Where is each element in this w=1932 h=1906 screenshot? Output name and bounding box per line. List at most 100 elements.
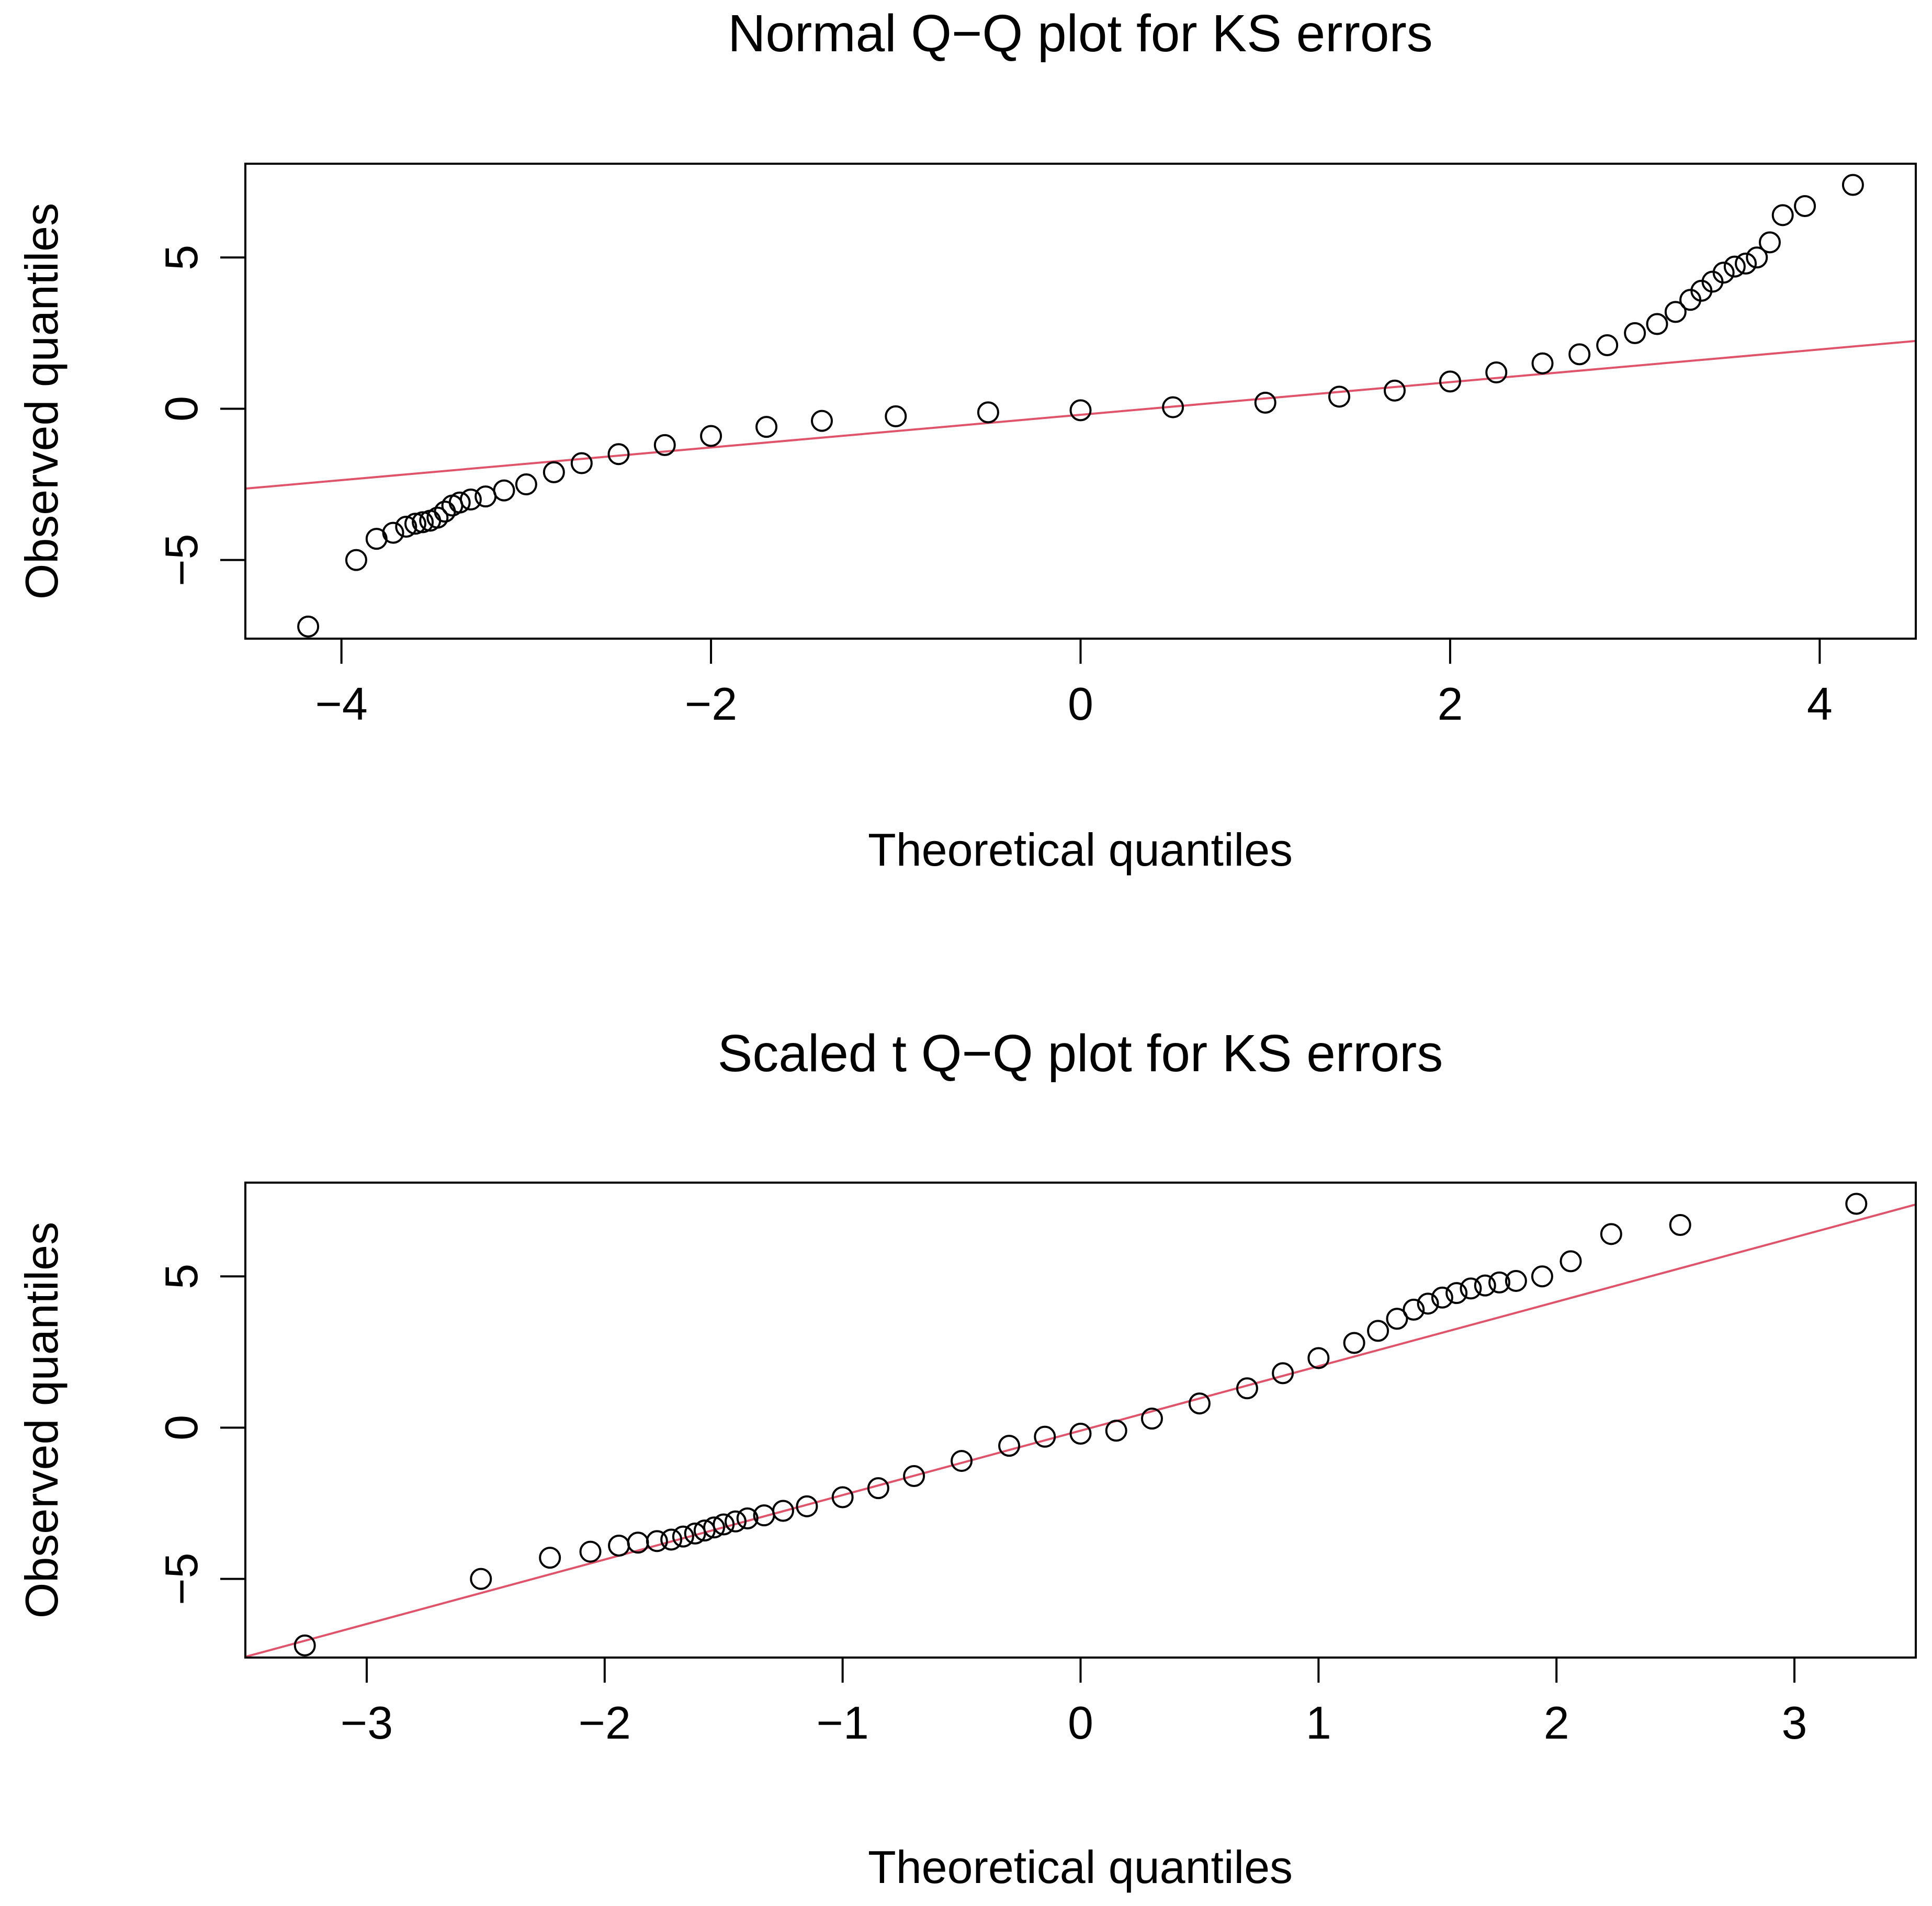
- normal-qq-point: [1531, 352, 1554, 375]
- scaled-t-qq-point: [713, 1513, 735, 1536]
- normal-qq-x-tick-label: 0: [1068, 678, 1093, 730]
- scaled-t-qq-point: [1531, 1265, 1553, 1288]
- scaled-t-qq-point: [646, 1530, 668, 1552]
- normal-qq-y-tick-label: 0: [155, 396, 207, 422]
- normal-qq-point: [1485, 361, 1508, 384]
- normal-qq-x-tick-label: 4: [1807, 678, 1833, 730]
- scaled-t-qq-x-axis: −3 −2 −1 0 1 2 3: [341, 1657, 1807, 1749]
- scaled-t-qq-point: [703, 1516, 726, 1539]
- scaled-t-qq-point: [1105, 1420, 1127, 1442]
- normal-qq-point: [1646, 313, 1668, 335]
- normal-qq-point: [459, 488, 482, 510]
- scaled-t-qq-point: [1417, 1292, 1439, 1315]
- normal-qq-point: [1383, 379, 1406, 402]
- scaled-t-qq-point: [293, 1634, 316, 1657]
- normal-qq-point: [570, 452, 593, 474]
- normal-qq-x-tick-label: −2: [685, 678, 737, 730]
- normal-qq-y-tick-label: 5: [155, 245, 207, 270]
- scaled-t-qq-point: [1431, 1286, 1453, 1309]
- scaled-t-qq-point: [724, 1510, 747, 1533]
- scaled-t-qq-y-axis-label: Observed quantiles: [16, 1222, 67, 1618]
- normal-qq-point: [448, 491, 471, 514]
- scaled-t-qq-x-tick-label: 1: [1306, 1697, 1331, 1749]
- normal-qq-point: [382, 521, 404, 544]
- scaled-t-qq-point: [660, 1528, 683, 1551]
- normal-qq-point: [1712, 262, 1735, 284]
- scaled-t-qq-point: [1445, 1282, 1468, 1304]
- scaled-t-qq-point: [831, 1486, 854, 1508]
- normal-qq-point: [1439, 370, 1461, 393]
- normal-qq-point: [1794, 195, 1816, 217]
- scaled-t-qq-reference-line: [245, 1203, 1916, 1658]
- scaled-t-qq-point: [579, 1540, 602, 1563]
- normal-qq-point: [412, 511, 434, 534]
- normal-qq-point: [395, 516, 417, 538]
- normal-qq-x-axis-label: Theoretical quantiles: [868, 824, 1293, 876]
- scaled-t-qq-point: [1474, 1274, 1496, 1297]
- scaled-t-qq-title: Scaled t Q−Q plot for KS errors: [718, 1024, 1443, 1083]
- scaled-t-qq-x-tick-label: −1: [816, 1697, 868, 1749]
- normal-qq-point: [1664, 301, 1687, 323]
- scaled-t-qq-point: [1140, 1408, 1163, 1430]
- normal-qq-point: [1568, 343, 1591, 366]
- normal-qq-reference-line: [245, 339, 1916, 490]
- normal-qq-point: [700, 425, 722, 447]
- normal-qq-y-axis: −5 0 5: [155, 245, 246, 586]
- scaled-t-qq-point: [1460, 1277, 1482, 1300]
- normal-qq-point: [755, 416, 778, 438]
- scaled-t-qq-point: [903, 1465, 925, 1487]
- scaled-t-qq-point: [470, 1568, 492, 1590]
- normal-qq-point: [1771, 204, 1794, 226]
- scaled-t-qq-point: [1272, 1362, 1294, 1385]
- scaled-t-qq-x-tick-label: 3: [1782, 1697, 1807, 1749]
- normal-qq-point: [811, 410, 833, 432]
- normal-qq-point: [426, 506, 449, 529]
- scaled-t-qq-point: [867, 1477, 889, 1500]
- scaled-t-qq-y-axis: −5 0 5: [155, 1264, 246, 1605]
- scaled-t-qq-point: [998, 1435, 1021, 1457]
- scaled-t-qq-x-tick-label: 2: [1544, 1697, 1569, 1749]
- scaled-t-qq-point: [1505, 1269, 1527, 1292]
- scaled-t-qq-point: [672, 1525, 694, 1548]
- scaled-t-qq-point: [1560, 1250, 1582, 1273]
- scaled-t-qq-x-tick-label: −2: [579, 1697, 631, 1749]
- scaled-t-qq-y-tick-label: 5: [155, 1264, 207, 1289]
- normal-qq-point: [1596, 334, 1619, 357]
- scaled-t-qq-point: [1845, 1193, 1868, 1215]
- normal-qq-x-axis: −4 −2 0 2 4: [315, 638, 1833, 730]
- scaled-t-qq-point: [1386, 1308, 1408, 1330]
- scaled-t-qq-point: [1403, 1298, 1425, 1321]
- scaled-t-qq-point: [736, 1507, 759, 1529]
- scaled-t-qq-point: [1600, 1223, 1622, 1245]
- scaled-t-qq-point: [772, 1500, 794, 1522]
- normal-qq-point: [345, 549, 367, 571]
- normal-qq-point: [404, 513, 426, 535]
- scaled-t-qq-point: [1069, 1423, 1092, 1445]
- normal-qq-point: [493, 479, 515, 502]
- scaled-t-qq-point: [1343, 1332, 1365, 1354]
- normal-qq-points: [297, 174, 1864, 638]
- normal-qq-point: [543, 461, 565, 483]
- scaled-t-qq-x-axis-label: Theoretical quantiles: [868, 1841, 1293, 1893]
- scaled-t-qq-x-tick-label: −3: [341, 1697, 393, 1749]
- scaled-t-qq-point: [1307, 1347, 1330, 1369]
- scaled-t-qq-panel: Scaled t Q−Q plot for KS errors −3 −2 −1 0 1…: [16, 1024, 1917, 1893]
- normal-qq-y-tick-label: −5: [155, 534, 207, 586]
- normal-qq-point: [1254, 391, 1276, 414]
- scaled-t-qq-point: [951, 1450, 973, 1472]
- normal-qq-panel: Normal Q−Q plot for KS errors −4 −2 0 2 4 −5…: [16, 4, 1917, 876]
- scaled-t-qq-point: [1034, 1425, 1056, 1448]
- normal-qq-point: [1746, 246, 1768, 269]
- normal-qq-point: [977, 401, 999, 424]
- normal-qq-x-tick-label: −4: [315, 678, 367, 730]
- scaled-t-qq-point: [1488, 1271, 1511, 1294]
- scaled-t-qq-point: [1236, 1377, 1258, 1400]
- normal-qq-point: [653, 434, 676, 456]
- scaled-t-qq-point: [1367, 1320, 1389, 1342]
- scaled-t-qq-points: [293, 1193, 1868, 1657]
- normal-qq-y-axis-label: Observed quantiles: [16, 203, 67, 599]
- scaled-t-qq-x-tick-label: 0: [1068, 1697, 1093, 1749]
- normal-qq-point: [1624, 322, 1646, 344]
